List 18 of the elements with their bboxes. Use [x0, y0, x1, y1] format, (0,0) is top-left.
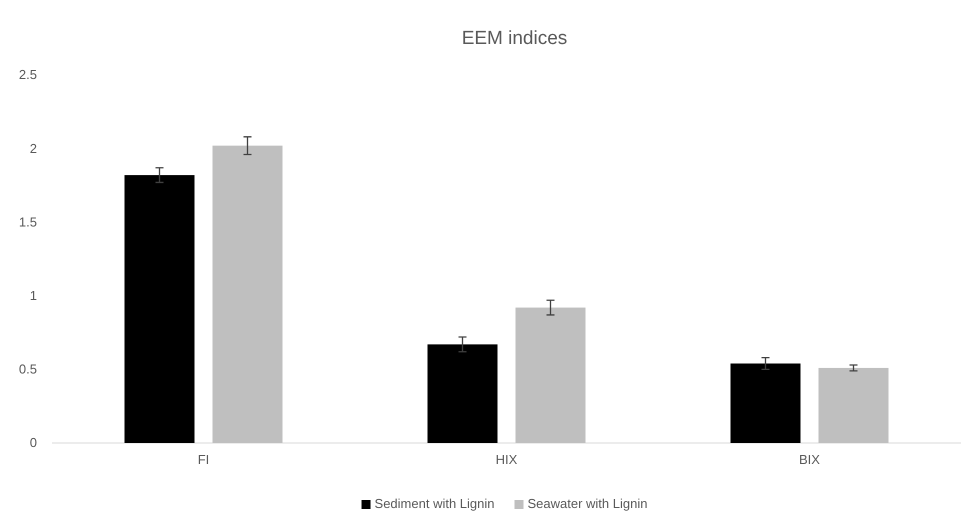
- x-tick-label: HIX: [496, 452, 518, 468]
- chart-title: EEM indices: [462, 28, 568, 49]
- y-tick-label: 2: [30, 140, 37, 156]
- bar: [428, 344, 498, 443]
- bar: [516, 308, 586, 443]
- x-tick-label: FI: [198, 452, 210, 468]
- y-tick-label: 1: [30, 288, 37, 303]
- y-tick-label: 2.5: [18, 67, 37, 82]
- y-tick-label: 0.5: [18, 362, 37, 377]
- bar: [124, 175, 194, 443]
- x-tick-label: BIX: [799, 452, 820, 468]
- bar: [818, 368, 888, 443]
- bar: [212, 146, 282, 443]
- y-tick-label: 0: [30, 435, 37, 450]
- legend-label: Seawater with Lignin: [528, 496, 648, 511]
- bar: [730, 364, 800, 443]
- legend-label: Sediment with Lignin: [374, 496, 494, 511]
- y-tick-label: 1.5: [18, 214, 37, 230]
